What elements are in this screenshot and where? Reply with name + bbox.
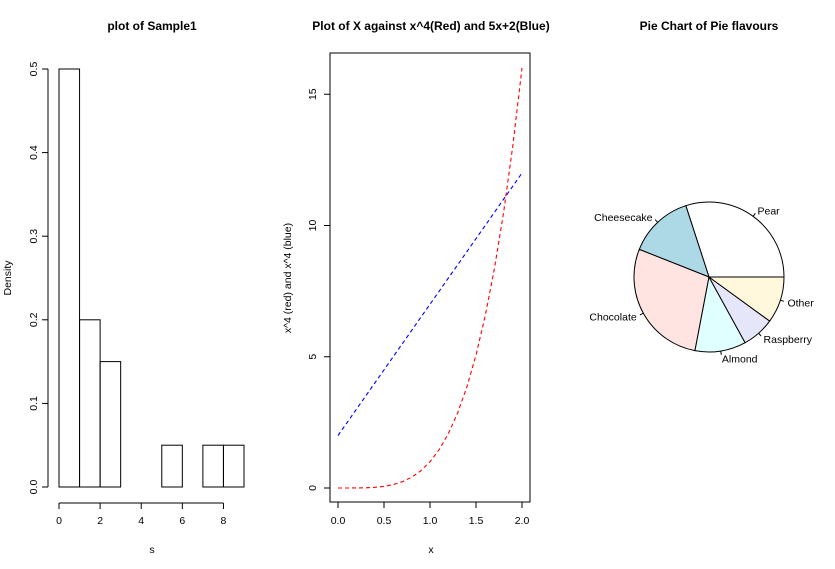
pie-label-leader [720,350,722,355]
line-ylabel: x^4 (red) and x^4 (blue) [282,223,294,333]
pie-label-leader [758,332,762,337]
line-y-tick-label: 5 [307,354,319,360]
pie-slice-label: Pear [757,205,780,217]
histogram-bar [161,444,183,488]
pie-label-leader [752,212,756,217]
line-series [337,172,523,436]
histogram-panel: plot of Sample1 s Density 0 2 4 6 8 0.0 0.1 0.… [2,19,245,556]
histogram-y-tick-label: 0.1 [28,396,40,411]
histogram-xlabel: s [149,544,154,556]
histogram-title: plot of Sample1 [107,19,197,33]
pie-title: Pie Chart of Pie flavours [640,19,779,33]
line-y-tick-label: 0 [307,485,319,491]
line-x-tick-label: 1.0 [423,515,438,527]
pie-slice-label: Cheesecake [594,212,653,224]
pie-slice-label: Chocolate [589,312,636,324]
pie-panel: Pie Chart of Pie flavours Pear Cheesecake… [589,19,814,365]
pie-label-leader [780,299,785,302]
histogram-x-tick-label: 6 [179,515,185,527]
line-x-tick-label: 0.5 [377,515,392,527]
line-series [338,67,523,489]
line-plot-frame [329,52,531,503]
histogram-y-tick-label: 0.0 [28,480,40,495]
line-xlabel: x [428,544,434,556]
pie-label-leader [639,312,644,316]
histogram-ylabel: Density [2,260,14,296]
histogram-bar [58,68,81,488]
line-x-tick-label: 0.0 [331,515,346,527]
pie-label-leader [654,219,659,223]
pie-slice [633,248,710,352]
histogram-y-tick-label: 0.2 [28,312,40,327]
histogram-y-tick-label: 0.3 [28,229,40,244]
histogram-bar [202,444,224,488]
histogram-x-tick-label: 8 [221,515,227,527]
histogram-x-tick-label: 2 [97,515,103,527]
histogram-y-tick-label: 0.4 [28,145,40,160]
pie-slice-label: Other [787,297,814,309]
pie-slice [638,205,710,278]
pie-slice-label: Raspberry [764,334,813,346]
pie-slice [707,276,785,322]
histogram-x-tick-label: 0 [56,515,62,527]
line-panel: Plot of X against x^4(Red) and 5x+2(Blue… [282,19,550,556]
line-x-tick-label: 1.5 [469,515,484,527]
line-title: Plot of X against x^4(Red) and 5x+2(Blue… [312,19,549,33]
line-y-tick-label: 10 [307,220,319,232]
line-y-tick-label: 15 [307,88,319,100]
histogram-y-tick-label: 0.5 [28,62,40,77]
line-x-tick-label: 2.0 [515,515,530,527]
histogram-bar [99,361,122,488]
histogram-bar [222,444,245,488]
histogram-bar [79,319,101,488]
pie-slice-label: Almond [722,353,758,365]
histogram-x-tick-label: 4 [138,515,144,527]
